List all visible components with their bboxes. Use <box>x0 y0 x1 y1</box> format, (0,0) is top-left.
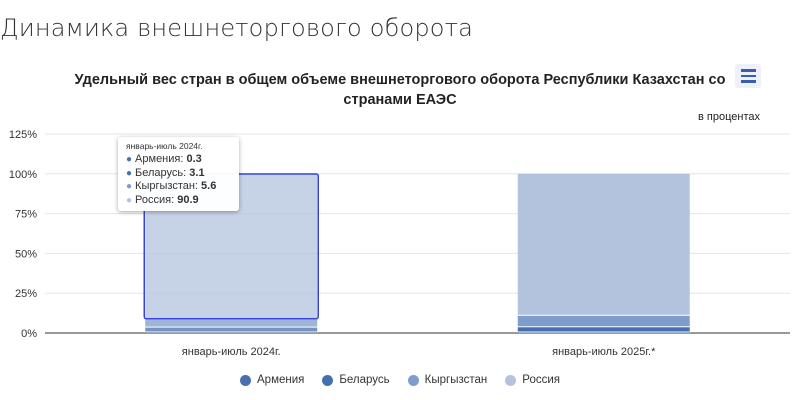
bar-segment-беларусь <box>517 327 690 332</box>
bar-segment-армения <box>517 332 690 334</box>
legend-marker-icon <box>407 374 419 386</box>
legend-item[interactable]: Беларусь <box>322 374 390 386</box>
y-tick-label: 50% <box>15 248 37 260</box>
tooltip-label: Россия: <box>135 193 178 206</box>
bar-segment-армения <box>145 332 318 334</box>
bar-segment-кыргызстан <box>517 315 690 327</box>
legend-marker-icon <box>322 374 334 386</box>
tooltip-value: 0.3 <box>186 153 202 165</box>
tooltip-row: ● Армения: 0.3 <box>126 153 231 167</box>
tooltip-header: январь-июль 2024г. <box>126 141 203 151</box>
bar-segment-кыргызстан <box>145 318 318 327</box>
tooltip-label: Армения: <box>135 153 187 165</box>
y-tick-label: 100% <box>9 169 37 181</box>
chart-menu-button[interactable] <box>735 64 761 88</box>
bullet-icon: ● <box>126 167 133 179</box>
legend-item[interactable]: Россия <box>505 374 560 386</box>
bullet-icon: ● <box>126 181 133 192</box>
legend-marker-icon <box>240 374 251 386</box>
y-tick-label: 75% <box>15 209 37 221</box>
tooltip: январь-июль 2024г. ● Армения: 0.3 ● Беларус… <box>118 137 239 211</box>
hamburger-menu-icon-line <box>740 74 756 78</box>
x-tick-label: январь-июль 2025г.* <box>552 346 656 358</box>
chart-title: Удельный вес стран в общем объеме внешне… <box>74 72 726 108</box>
legend-item[interactable]: Кыргызстан <box>407 374 488 386</box>
tooltip-value: 5.6 <box>201 180 217 192</box>
legend-marker-icon <box>505 374 517 386</box>
hamburger-menu-icon-line <box>740 80 756 83</box>
legend-label: Беларусь <box>339 374 390 386</box>
legend-label: Россия <box>522 374 560 386</box>
legend-label: Армения <box>257 374 305 386</box>
chart-subtitle: в процентах <box>698 111 760 123</box>
hamburger-menu-icon <box>740 69 756 72</box>
tooltip-row: ● Кыргызстан: 5.6 <box>126 180 231 194</box>
tooltip-value: 3.1 <box>189 166 205 179</box>
bar-segment-беларусь <box>145 327 318 332</box>
legend: Армения Беларусь Кыргызстан Россия <box>0 374 800 386</box>
y-tick-label: 25% <box>15 288 37 300</box>
tooltip-label: Беларусь: <box>135 166 190 179</box>
bar-segment-россия <box>517 173 690 315</box>
page-title: Динамика внешнеторгового оборота <box>0 14 473 42</box>
tooltip-label: Кыргызстан: <box>135 180 202 192</box>
bullet-icon: ● <box>126 154 133 165</box>
x-tick-label: январь-июль 2024г. <box>182 346 281 358</box>
tooltip-value: 90.9 <box>177 193 199 206</box>
y-tick-label: 0% <box>21 328 37 340</box>
legend-label: Кыргызстан <box>424 374 488 386</box>
legend-item[interactable]: Армения <box>240 374 304 386</box>
y-tick-label: 125% <box>9 129 37 141</box>
tooltip-row: ● Россия: 90.9 <box>126 194 231 208</box>
tooltip-row: ● Беларусь: 3.1 <box>126 167 231 181</box>
bullet-icon: ● <box>126 194 133 206</box>
